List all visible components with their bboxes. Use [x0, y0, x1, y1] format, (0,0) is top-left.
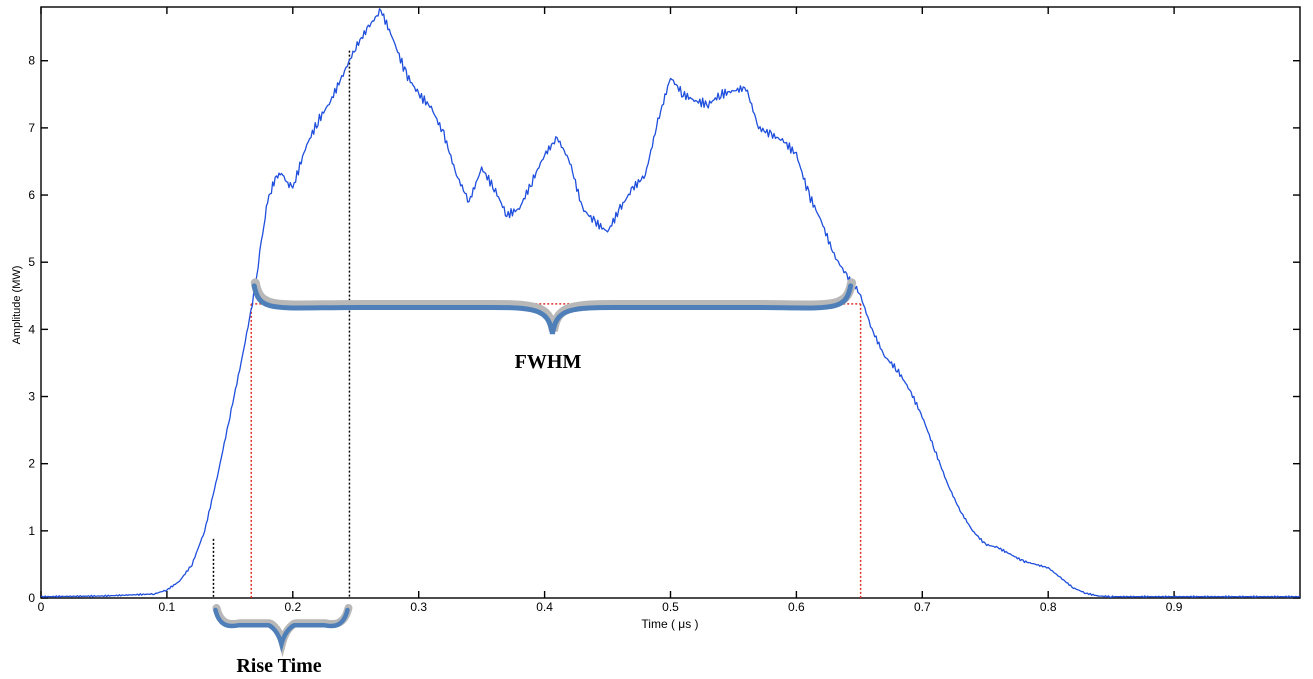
fwhm-label: FWHM [515, 351, 582, 373]
fwhm-rise-markers [212, 50, 862, 598]
x-tick-label: 0.4 [536, 600, 553, 614]
x-tick-label: 0.7 [914, 600, 931, 614]
x-tick-label: 0.9 [1166, 600, 1183, 614]
x-tick-label: 0.3 [410, 600, 427, 614]
y-tick-label: 4 [28, 322, 35, 336]
y-tick-label: 2 [28, 457, 35, 471]
axis-ticks [40, 7, 1300, 599]
y-tick-label: 1 [28, 524, 35, 538]
y-axis-title: Amplitude (MW) [11, 266, 23, 345]
x-tick-label: 0.8 [1040, 600, 1057, 614]
x-tick-label: 0.2 [284, 600, 301, 614]
y-tick-label: 7 [28, 121, 35, 135]
brace-annotations [212, 278, 857, 658]
rise-time-brace [213, 607, 350, 653]
y-tick-label: 3 [28, 390, 35, 404]
x-axis-title: Time ( μs ) [641, 617, 698, 631]
pulse-waveform-line [40, 8, 1301, 599]
y-tick-labels: 0 1 2 3 4 5 6 7 8 [28, 54, 35, 605]
x-tick-label: 0.1 [159, 600, 176, 614]
y-tick-label: 8 [28, 54, 35, 68]
series-layer [40, 8, 1301, 599]
x-tick-label: 0.5 [662, 600, 679, 614]
x-tick-labels: 0 0.1 0.2 0.3 0.4 0.5 0.6 0.7 0.8 0.9 [38, 600, 1183, 614]
y-tick-label: 5 [28, 255, 35, 269]
y-tick-label: 0 [28, 591, 35, 605]
fwhm-brace [251, 283, 854, 335]
x-tick-label: 0 [38, 600, 45, 614]
y-tick-label: 6 [28, 188, 35, 202]
x-tick-label: 0.6 [788, 600, 805, 614]
rise-time-label: Rise Time [236, 655, 321, 677]
